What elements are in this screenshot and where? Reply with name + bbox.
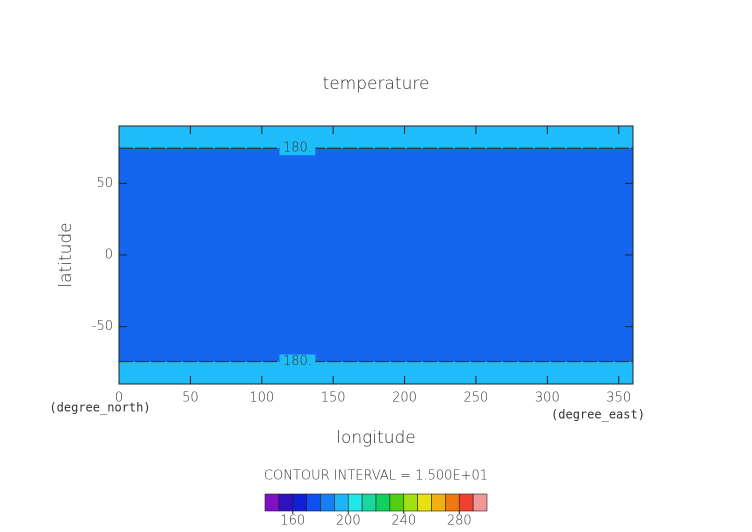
colorbar-box xyxy=(445,493,460,512)
x-unit: (degree_east) xyxy=(551,408,645,422)
x-tick-label: 0 xyxy=(115,391,123,406)
colorbar-box xyxy=(417,493,432,512)
colorbar-label: 200 xyxy=(336,514,361,529)
fill-band xyxy=(119,361,633,384)
x-tick-label: 300 xyxy=(535,391,560,406)
colorbar-box xyxy=(278,493,294,512)
colorbar-box xyxy=(347,493,363,512)
y-tick-label: 0 xyxy=(105,248,113,263)
colorbar-box xyxy=(472,493,488,512)
contour-label-bg xyxy=(279,354,316,369)
plot-background xyxy=(119,126,633,384)
contour-label-bg xyxy=(279,141,316,156)
colorbar-box xyxy=(264,493,280,512)
colorbar-box xyxy=(431,493,446,512)
fill-band xyxy=(119,126,633,149)
colorbar-box xyxy=(375,493,391,512)
x-tick-label: 50 xyxy=(182,391,199,406)
colorbar-label: 240 xyxy=(391,514,416,529)
x-tick-label: 350 xyxy=(606,391,631,406)
colorbar-box xyxy=(389,493,405,512)
colorbar-box xyxy=(334,493,349,512)
colorbar-box xyxy=(458,493,474,512)
x-tick-label: 250 xyxy=(464,391,489,406)
y-unit: (degree_north) xyxy=(49,401,150,415)
y-tick-label: -50 xyxy=(92,319,113,334)
x-tick-label: 150 xyxy=(321,391,346,406)
contour-label: 180. xyxy=(283,354,312,369)
x-tick-label: 100 xyxy=(249,391,274,406)
contour-label: 180. xyxy=(283,141,312,156)
contour-interval: CONTOUR INTERVAL = 1.500E+01 xyxy=(264,469,488,484)
y-axis-label: latitude xyxy=(56,222,76,287)
chart-title: temperature xyxy=(323,74,430,94)
colorbar-box xyxy=(292,493,307,512)
y-tick-label: 50 xyxy=(96,176,113,191)
colorbar-box xyxy=(403,493,418,512)
colorbar-label: 160 xyxy=(280,514,305,529)
colorbar-label: 280 xyxy=(447,514,472,529)
colorbar-box xyxy=(361,493,377,512)
x-axis-label: longitude xyxy=(336,428,416,448)
x-tick-label: 200 xyxy=(392,391,417,406)
colorbar-box xyxy=(306,493,321,512)
colorbar-box xyxy=(320,493,335,512)
